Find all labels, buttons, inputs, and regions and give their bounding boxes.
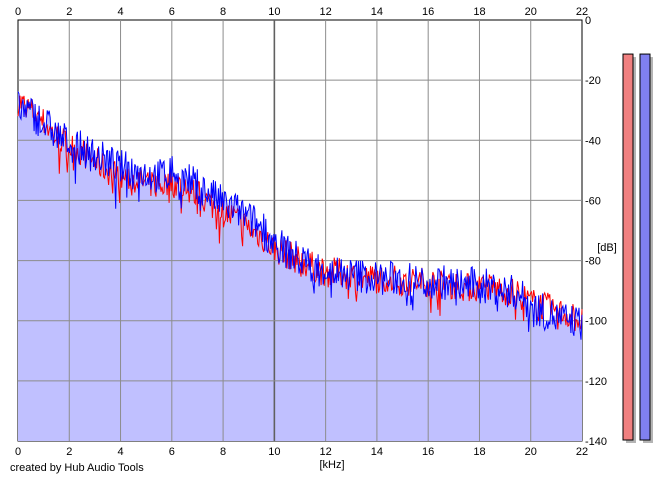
- credit-text: created by Hub Audio Tools: [10, 462, 144, 474]
- x-tick-label-bottom: 12: [320, 446, 332, 458]
- x-tick-label-top: 14: [371, 6, 383, 18]
- x-tick-label-top: 18: [473, 6, 485, 18]
- y-axis-label: [dB]: [597, 242, 617, 254]
- y-tick-label: -140: [585, 436, 607, 448]
- y-tick-label: -60: [585, 195, 601, 207]
- x-tick-label-top: 0: [15, 6, 21, 18]
- x-tick-label-bottom: 8: [220, 446, 226, 458]
- y-tick-label: -100: [585, 316, 607, 328]
- x-tick-label-bottom: 16: [422, 446, 434, 458]
- x-tick-label-top: 10: [268, 6, 280, 18]
- x-tick-label-bottom: 22: [576, 446, 588, 458]
- y-tick-label: -20: [585, 75, 601, 87]
- level-meters: [622, 53, 653, 444]
- y-tick-label: 0: [585, 15, 591, 27]
- x-tick-label-top: 16: [422, 6, 434, 18]
- series-line-blue: [17, 91, 583, 340]
- y-tick-label: -80: [585, 256, 601, 268]
- x-tick-label-bottom: 10: [268, 446, 280, 458]
- x-ticks-top: 0 2 4 6 8 10 12 14 16 18 20 22: [15, 6, 588, 18]
- level-meter-left: [622, 53, 634, 441]
- x-tick-label-bottom: 20: [525, 446, 537, 458]
- x-tick-label-top: 2: [66, 6, 72, 18]
- x-tick-label-bottom: 18: [473, 446, 485, 458]
- x-axis-label: [kHz]: [319, 459, 344, 471]
- x-tick-label-bottom: 0: [15, 446, 21, 458]
- x-tick-label-bottom: 14: [371, 446, 383, 458]
- x-tick-label-bottom: 6: [169, 446, 175, 458]
- x-tick-label-top: 8: [220, 6, 226, 18]
- x-tick-label-top: 20: [525, 6, 537, 18]
- x-tick-label-top: 12: [320, 6, 332, 18]
- spectrum-area: [18, 91, 582, 441]
- series-lines: [17, 91, 583, 340]
- x-tick-label-bottom: 4: [117, 446, 123, 458]
- x-tick-label-top: 6: [169, 6, 175, 18]
- spectrum-fill: [18, 91, 582, 441]
- x-tick-label-top: 4: [117, 6, 123, 18]
- y-tick-label: -40: [585, 135, 601, 147]
- grid: [18, 20, 582, 441]
- level-meter-right: [639, 53, 651, 441]
- y-ticks-right: 0 -20 -40 -60 -80 -100 -120 -140: [585, 15, 607, 448]
- y-tick-label: -120: [585, 376, 607, 388]
- x-tick-label-top: 22: [576, 6, 588, 18]
- x-ticks-bottom: 0 2 4 6 8 10 12 14 16 18 20 22: [15, 446, 588, 458]
- x-tick-label-bottom: 2: [66, 446, 72, 458]
